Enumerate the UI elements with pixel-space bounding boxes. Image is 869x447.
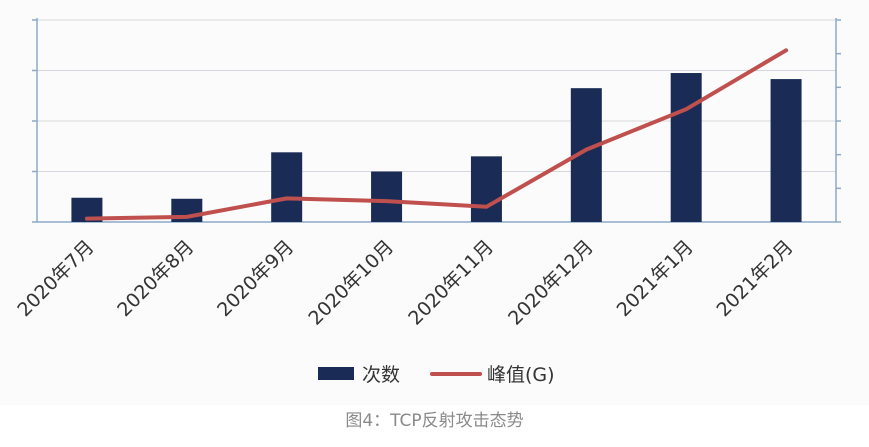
chart-area: 2020年7月 2020年8月 2020年9月 2020年10月 2020年11月 202… (0, 0, 869, 405)
bar-3 (271, 152, 302, 222)
peak-point-3 (285, 197, 288, 200)
category-label: 2020年11月 (404, 236, 498, 330)
category-label: 2020年7月 (13, 236, 98, 321)
peak-point-1 (85, 217, 88, 220)
legend-label-line: 峰值(G) (487, 364, 555, 386)
bar-series (71, 73, 801, 222)
category-label: 2020年9月 (213, 236, 298, 321)
tcp-reflection-chart: 2020年7月 2020年8月 2020年9月 2020年10月 2020年11月 202… (0, 0, 869, 405)
peak-point-2 (185, 215, 188, 218)
category-label: 2021年2月 (712, 236, 797, 321)
category-label: 2020年8月 (113, 236, 198, 321)
gridlines (37, 20, 836, 172)
category-label: 2021年1月 (613, 236, 698, 321)
legend-label-bar: 次数 (362, 364, 400, 386)
bar-5 (471, 156, 502, 222)
legend: 次数 峰值(G) (318, 364, 555, 386)
legend-swatch-bar (318, 367, 354, 380)
figure-caption: 图4：TCP反射攻击态势 (0, 409, 869, 433)
peak-point-4 (385, 200, 388, 203)
bar-4 (371, 172, 402, 223)
category-labels: 2020年7月 2020年8月 2020年9月 2020年10月 2020年11月 202… (13, 236, 797, 330)
category-label: 2020年12月 (504, 236, 598, 330)
peak-point-6 (585, 148, 588, 151)
peak-point-7 (685, 108, 688, 111)
category-label: 2020年10月 (304, 236, 398, 330)
peak-point-5 (485, 205, 488, 208)
peak-point-8 (785, 49, 788, 52)
bar-8 (771, 79, 802, 222)
axes (32, 18, 841, 222)
bar-7 (671, 73, 702, 222)
